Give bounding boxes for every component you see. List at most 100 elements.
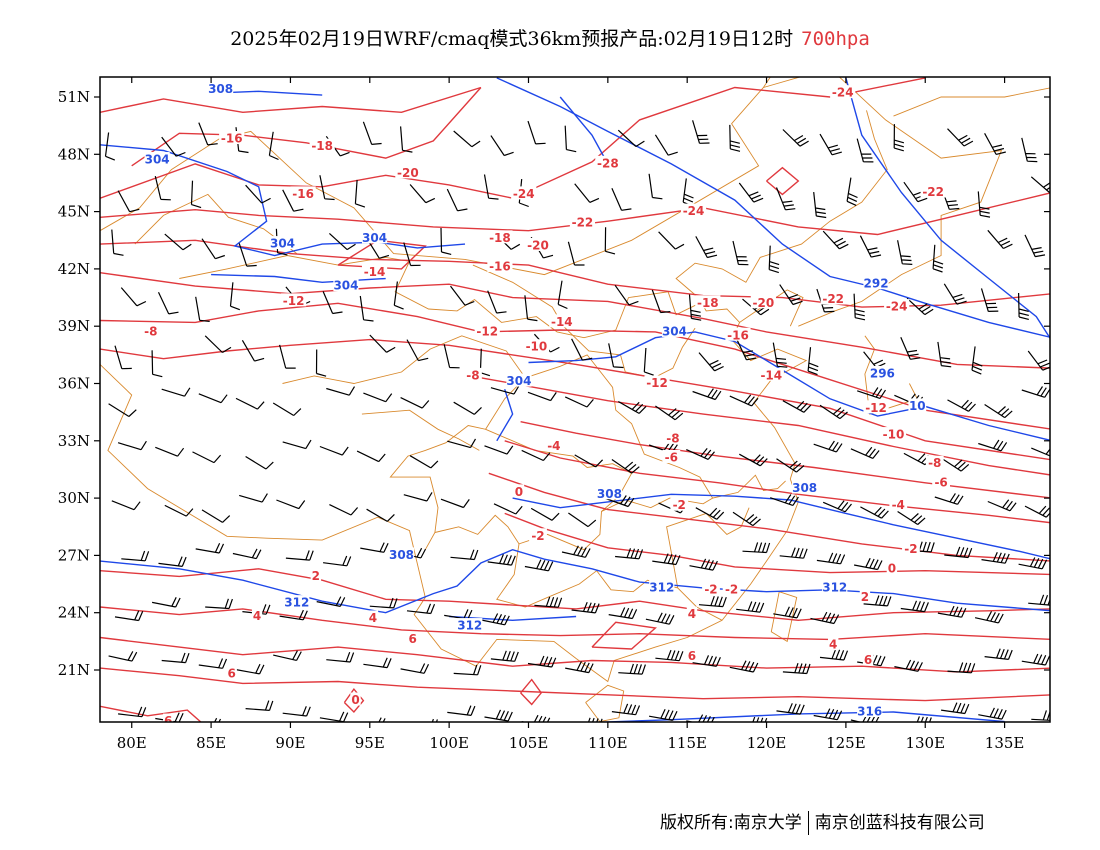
temperature-contour [480, 377, 1050, 476]
temperature-contour [766, 166, 800, 196]
temperature-label-bg [662, 449, 681, 463]
temperature-label-bg [859, 589, 871, 603]
wind-barb [1021, 386, 1050, 398]
map-plot-area: -16-18-16-20-28-24-24-24-22-22-18-20-16-… [100, 77, 1050, 722]
wind-barb [323, 555, 352, 567]
wind-barb [366, 508, 395, 522]
temperature-label-bg [686, 648, 698, 662]
height-label-bg [284, 595, 310, 609]
height-label-bg [457, 618, 483, 632]
boundary-line [575, 289, 808, 683]
lon-tick-label: 100E [429, 734, 469, 752]
temperature-contour [100, 272, 1050, 369]
wind-barb [198, 122, 218, 146]
wind-barb [1021, 137, 1038, 163]
wind-barb [245, 184, 271, 204]
wind-barb [527, 391, 557, 402]
wind-barb [571, 338, 593, 361]
lon-tick-label: 135E [985, 734, 1025, 752]
wind-barb [856, 138, 874, 163]
wind-barb [282, 189, 304, 212]
wind-barb [732, 511, 761, 527]
wind-barb [729, 394, 759, 407]
wind-barb [738, 182, 764, 203]
copyright-owner: 版权所有:南京大学 [660, 813, 802, 833]
wind-barb [822, 500, 852, 513]
wind-barb [481, 613, 510, 626]
wind-barb [689, 558, 718, 571]
temperature-label-bg [932, 474, 951, 488]
temperature-label: -20 [397, 166, 419, 180]
wind-barb [493, 503, 523, 515]
wind-barb [611, 459, 640, 474]
wind-barb [686, 714, 715, 722]
boundary-lines [100, 77, 1050, 722]
wind-barb [937, 605, 967, 618]
lon-tick-label: 130E [905, 734, 945, 752]
wind-barb [779, 284, 803, 306]
wind-barb [729, 124, 741, 152]
wind-barb [483, 174, 499, 200]
lat-tick-label: 45N [58, 203, 90, 221]
lat-tick-label: 51N [58, 88, 90, 106]
wind-barb [276, 499, 306, 510]
height-label: 312 [284, 596, 309, 610]
height-label: 312 [649, 580, 674, 594]
wind-barb [205, 598, 233, 610]
wind-barb [776, 458, 805, 473]
wind-barb [652, 553, 681, 566]
temperature-label-bg [830, 85, 856, 99]
wind-barb [400, 663, 430, 674]
wind-barb [527, 655, 557, 668]
wind-barb [608, 607, 638, 620]
wind-barb [692, 655, 721, 667]
wind-barb [239, 493, 268, 503]
temperature-label: -14 [551, 315, 573, 329]
wind-barb [770, 494, 799, 506]
temperature-label: -6 [665, 450, 678, 464]
wind-barb [773, 606, 802, 619]
wind-barb [688, 294, 702, 321]
wind-barb [201, 238, 225, 260]
wind-barb [645, 612, 675, 625]
temperature-label: -14 [760, 368, 782, 382]
wind-barb [729, 660, 759, 673]
wind-barb [403, 242, 421, 267]
wind-barb [322, 291, 343, 315]
wind-barb [161, 652, 190, 664]
wind-barb [157, 291, 179, 315]
wind-barb [164, 504, 194, 517]
boundary-line [434, 428, 633, 551]
temperature-label-bg [880, 427, 907, 441]
wind-barb [768, 245, 780, 274]
lon-tick-label: 110E [588, 734, 628, 752]
temperature-contour [520, 421, 1050, 499]
lat-tick-label: 42N [58, 260, 90, 278]
height-label-bg [388, 547, 415, 561]
temperature-label: -2 [725, 582, 738, 596]
temperature-contour [100, 705, 202, 722]
temperature-label-bg [820, 291, 846, 305]
wind-barb [846, 177, 858, 206]
wind-barb [151, 597, 181, 608]
temperature-label-bg [549, 314, 575, 328]
wind-barb [369, 334, 396, 353]
chart-title: 2025年02月19日WRF/cmaq模式36km预报产品:02月19日12时 7… [0, 24, 1100, 51]
wind-barb [853, 293, 866, 321]
wind-barb [1021, 653, 1050, 666]
height-label: 292 [864, 277, 889, 291]
wind-barb [316, 596, 346, 607]
temperature-contour [504, 440, 1050, 524]
wind-barb [813, 708, 843, 721]
temperature-label-bg [226, 665, 237, 679]
wind-barb [782, 400, 812, 413]
wind-barb [897, 510, 926, 526]
height-label: 304 [145, 153, 170, 167]
temperature-contour [100, 338, 1050, 461]
temperature-label: -12 [283, 294, 305, 308]
temperature-label-bg [884, 299, 910, 313]
height-contour [449, 615, 577, 622]
temperature-label: 0 [888, 561, 896, 575]
wind-barb [941, 702, 970, 715]
